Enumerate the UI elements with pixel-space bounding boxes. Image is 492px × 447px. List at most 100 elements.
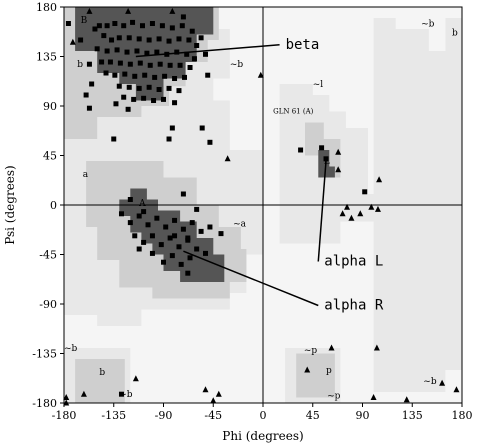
y-tick-label: 90 — [43, 100, 57, 113]
residue-point — [194, 43, 200, 48]
residue-point — [203, 250, 209, 256]
residue-point — [199, 125, 205, 131]
region-label: ~b — [230, 60, 244, 70]
residue-point — [319, 145, 325, 151]
glycine-point — [368, 203, 375, 210]
glycine-point — [257, 71, 264, 78]
residue-point — [172, 233, 178, 239]
residue-point — [116, 83, 122, 89]
axis-ticks: -180 -135 -90 -45 0 45 90 135 180 -180 -135 -90 -45 0… — [32, 1, 472, 422]
residue-label: GLN 61 (A) — [273, 108, 314, 116]
x-tick-label: 90 — [356, 409, 370, 422]
residue-point — [149, 21, 155, 26]
x-tick-label: -180 — [52, 409, 77, 422]
region-label: A — [138, 199, 146, 209]
x-tick-label: -135 — [101, 409, 126, 422]
region-label: B — [81, 16, 88, 26]
residue-point — [125, 106, 131, 112]
x-tick-label: 135 — [402, 409, 423, 422]
glycine-point — [69, 38, 76, 45]
residue-point — [166, 85, 172, 91]
glycine-point — [86, 7, 93, 14]
residue-point — [145, 222, 151, 228]
x-tick-label: 45 — [306, 409, 320, 422]
residue-point — [137, 60, 143, 66]
residue-point — [149, 250, 155, 256]
region-label: p — [326, 366, 332, 376]
glycine-point — [210, 397, 217, 404]
residue-point — [191, 56, 197, 62]
residue-point — [149, 233, 155, 239]
region-label: ~b — [423, 377, 437, 387]
y-tick-label: -45 — [39, 249, 57, 262]
glycine-point — [453, 386, 460, 393]
residue-point — [94, 46, 100, 52]
y-tick-label: -135 — [32, 348, 57, 361]
residue-point — [298, 147, 304, 153]
region-label: L — [324, 157, 330, 167]
residue-point — [132, 233, 138, 239]
y-tick-label: 0 — [50, 199, 57, 212]
region-label: ~l — [313, 80, 324, 90]
y-tick-label: 135 — [36, 51, 57, 64]
region-label: ~b — [119, 390, 133, 400]
residue-point — [167, 235, 173, 241]
residue-point — [127, 61, 133, 67]
residue-point — [182, 74, 188, 80]
residue-point — [161, 96, 166, 102]
residue-point — [203, 51, 209, 57]
residue-point — [104, 23, 110, 29]
residue-point — [172, 76, 178, 81]
residue-point — [187, 255, 193, 261]
residue-point — [176, 244, 182, 250]
residue-point — [207, 224, 213, 230]
glycine-point — [357, 210, 364, 217]
residue-point — [89, 81, 95, 87]
residue-point — [184, 51, 190, 57]
residue-point — [186, 37, 192, 43]
allowed-region-lower-beta — [75, 359, 125, 403]
residue-point — [174, 49, 180, 55]
glycine-point — [63, 394, 70, 400]
residue-point — [146, 37, 152, 43]
residue-point — [136, 36, 142, 42]
residue-point — [136, 246, 142, 252]
residue-point — [86, 61, 92, 67]
residue-point — [114, 47, 120, 53]
glycine-point — [348, 214, 355, 221]
glycine-point — [132, 375, 139, 382]
y-tick-label: -180 — [32, 397, 57, 410]
glycine-point — [224, 155, 231, 162]
residue-point — [180, 226, 186, 232]
glycine-point — [335, 166, 342, 173]
residue-point — [141, 95, 147, 101]
residue-point — [132, 73, 138, 79]
residue-point — [127, 220, 133, 226]
residue-point — [156, 36, 162, 42]
glycine-point — [169, 7, 176, 14]
glycine-point — [339, 210, 346, 217]
glycine-point — [328, 344, 335, 351]
x-tick-label: 180 — [452, 409, 473, 422]
residue-point — [169, 253, 175, 259]
residue-point — [121, 94, 127, 100]
residue-point — [124, 49, 130, 55]
residue-point — [126, 84, 132, 90]
y-axis-title: Psi (degrees) — [3, 165, 17, 245]
residue-point — [156, 87, 162, 92]
glycine-point — [439, 379, 446, 386]
residue-point — [185, 270, 191, 276]
residue-point — [177, 62, 183, 68]
glycine-point — [335, 148, 342, 155]
region-label: b — [77, 60, 83, 70]
residue-point — [189, 220, 195, 226]
residue-point — [166, 38, 172, 44]
residue-point — [136, 213, 142, 219]
region-label: ~p — [327, 391, 341, 401]
residue-point — [176, 36, 182, 42]
residue-point — [169, 125, 175, 131]
residue-point — [83, 92, 89, 98]
residue-point — [163, 224, 169, 230]
glycine-point — [344, 203, 351, 210]
